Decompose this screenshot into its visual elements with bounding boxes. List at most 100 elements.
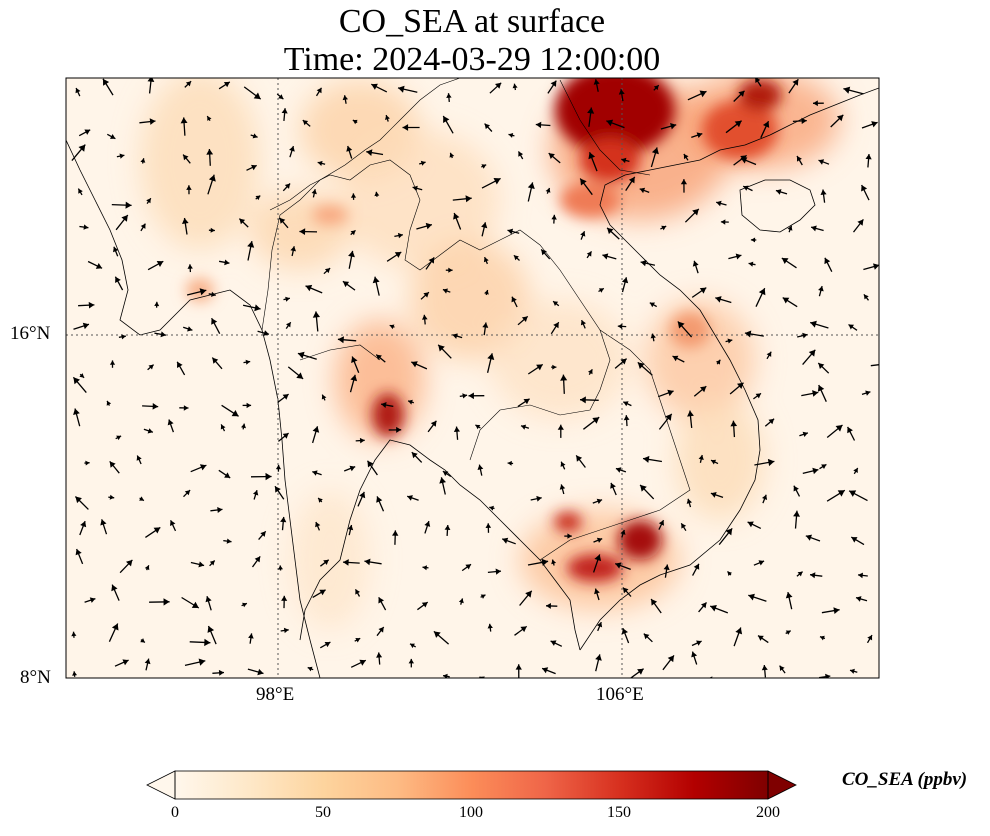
wind-arrow-head [747,521,754,528]
wind-arrow-head [639,187,646,194]
wind-arrow-head [761,665,768,671]
wind-arrow-head [422,314,428,320]
wind-arrow-head [857,219,864,226]
wind-arrow-head [286,322,291,328]
wind-arrow-head [458,598,464,604]
colorbar-gradient [175,771,768,799]
wind-arrow-head [837,490,845,497]
wind-arrow-head [758,288,766,296]
wind-arrow-head [808,349,816,357]
wind-arrow-head [551,214,557,220]
wind-arrow-head [725,528,733,536]
wind-arrow-head [160,331,166,338]
wind-arrow-head [389,324,395,330]
wind-arrow-head [184,490,191,496]
wind-arrow-head [371,83,378,90]
wind-arrow-head [615,562,622,569]
wind-arrow-head [279,217,286,224]
country-borders [261,78,691,561]
wind-arrow-head [523,398,530,405]
wind-arrow-head [342,95,348,101]
lat-tick-8n: 8°N [20,667,51,688]
wind-arrow-head [248,633,254,639]
wind-arrow-head [212,357,219,364]
wind-arrow-head [376,496,383,503]
wind-arrow-head [692,260,699,267]
wind-arrow-head [667,389,674,397]
wind-arrow-head [85,460,90,466]
wind-arrow-head [661,225,667,231]
wind-arrow-head [502,537,509,544]
wind-arrow-head [224,259,230,266]
wind-arrow-head [281,595,288,601]
wind-arrow-head [481,164,487,169]
wind-arrow-head [801,117,807,124]
wind-arrow-head [252,133,258,139]
wind-arrow-head [686,498,692,504]
wind-arrow-head [205,596,212,603]
wind-arrow-head [677,321,685,329]
wind-arrow-head [319,589,326,596]
wind-arrow-head [83,224,89,230]
wind-arrow-head [755,393,761,399]
wind-arrow-head [493,178,501,185]
wind-arrow-head [521,316,528,322]
wind-arrow-head [198,658,206,666]
wind-arrow-head [122,659,129,666]
wind-arrow-head [208,174,216,182]
wind-arrow-head [140,223,146,229]
wind-arrow-head [311,189,317,195]
wind-arrow-head [385,115,390,120]
wind-arrow-head [163,598,170,606]
wind-arrow-head [239,218,246,225]
wind-arrow-head [553,301,559,306]
wind-arrow-head [525,590,532,598]
wind-arrow-head [392,530,399,536]
wind-arrow-head [580,396,586,404]
wind-arrow-head [710,492,717,498]
wind-arrow-head [580,178,587,186]
wind-arrow-head [260,531,266,537]
wind-arrow-head [622,587,629,594]
wind-arrow-head [465,195,472,203]
wind-arrow-head [737,382,744,389]
wind-arrow-head [420,160,426,166]
wind-arrow-head [146,198,151,204]
wind-arrow-head [254,556,261,563]
wind-arrow-head [743,185,749,191]
wind-arrow-head [593,79,600,85]
wind-arrow-head [871,121,878,128]
wind-arrow-head [596,537,603,543]
wind-arrow-head [489,505,494,511]
wind-arrow-head [199,288,207,296]
wind-arrow-head [586,251,592,257]
wind-arrow-head [359,659,366,666]
wind-arrow-head [343,559,349,566]
wind-arrow-head [430,420,437,427]
wind-arrow-head [560,461,566,467]
wind-arrow-head [607,227,614,235]
wind-arrow-head [211,318,218,325]
wind-arrow-head [275,464,282,470]
wind-arrow-head [317,160,323,166]
wind-arrow-head [170,520,176,526]
wind-arrow-head [665,413,672,421]
wind-arrow-head [701,602,707,609]
wind-arrow-head [324,268,331,274]
wind-arrow-head [858,572,863,579]
wind-arrow-head [323,559,329,565]
colorbar-tick-50: 50 [315,804,331,821]
wind-arrow-head [89,597,96,603]
wind-arrow-head [835,425,843,432]
wind-arrow-head [342,281,350,288]
wind-arrow-head [121,334,126,340]
wind-arrow-head [836,114,844,122]
wind-arrow-head [699,287,707,294]
wind-arrow-head [481,222,488,229]
wind-arrow-head [359,437,365,444]
wind-arrow-head [775,189,782,195]
wind-arrow-head [475,424,481,430]
wind-arrow-head [542,667,549,674]
wind-arrow-head [507,228,514,235]
wind-arrow-head [299,228,306,235]
